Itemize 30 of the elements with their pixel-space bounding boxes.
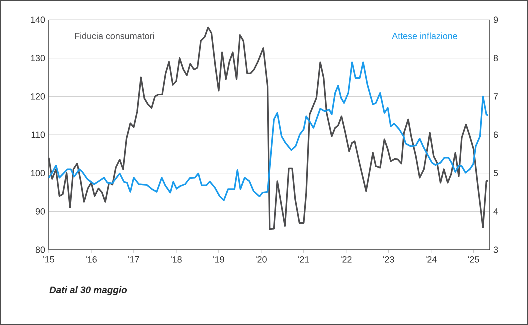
- y-tick-label: 130: [31, 55, 46, 62]
- x-tick-label: '18: [171, 256, 182, 263]
- x-tick-label: '21: [298, 256, 310, 263]
- x-tick-label: '23: [384, 256, 394, 263]
- y2-tick-label: 5: [494, 170, 498, 176]
- line-series: [48, 26, 490, 230]
- x-tick-label: '17: [128, 256, 140, 263]
- y-tick-label: 120: [31, 93, 46, 100]
- y-tick-label: 110: [32, 132, 46, 138]
- y2-tick-label: 3: [494, 246, 498, 254]
- y-tick-label: 90: [36, 208, 46, 215]
- x-tick-label: '15: [44, 256, 54, 263]
- y-tick-label: 100: [31, 170, 46, 176]
- y2-tick-label: 9: [494, 16, 498, 24]
- x-tick-label: '25: [468, 256, 480, 263]
- y2-tick-label: 4: [494, 208, 498, 215]
- y2-tick-label: 7: [494, 94, 498, 100]
- x-tick-label: '22: [341, 256, 352, 263]
- y2-tick-label: 8: [494, 55, 498, 62]
- text: Dati al 30 maggio: [50, 286, 128, 296]
- text: Attese inflazione: [392, 32, 458, 40]
- y-tick-label: 80: [36, 246, 46, 254]
- x-tick-label: '16: [86, 256, 97, 263]
- y2-tick-label: 6: [494, 132, 498, 138]
- x-tick-label: '19: [214, 256, 224, 263]
- line-series: [48, 62, 490, 202]
- y-tick-label: 140: [31, 16, 46, 24]
- text: Fiducia consumatori: [75, 32, 154, 40]
- x-tick-label: '24: [426, 256, 437, 263]
- x-tick-label: '20: [256, 256, 267, 263]
